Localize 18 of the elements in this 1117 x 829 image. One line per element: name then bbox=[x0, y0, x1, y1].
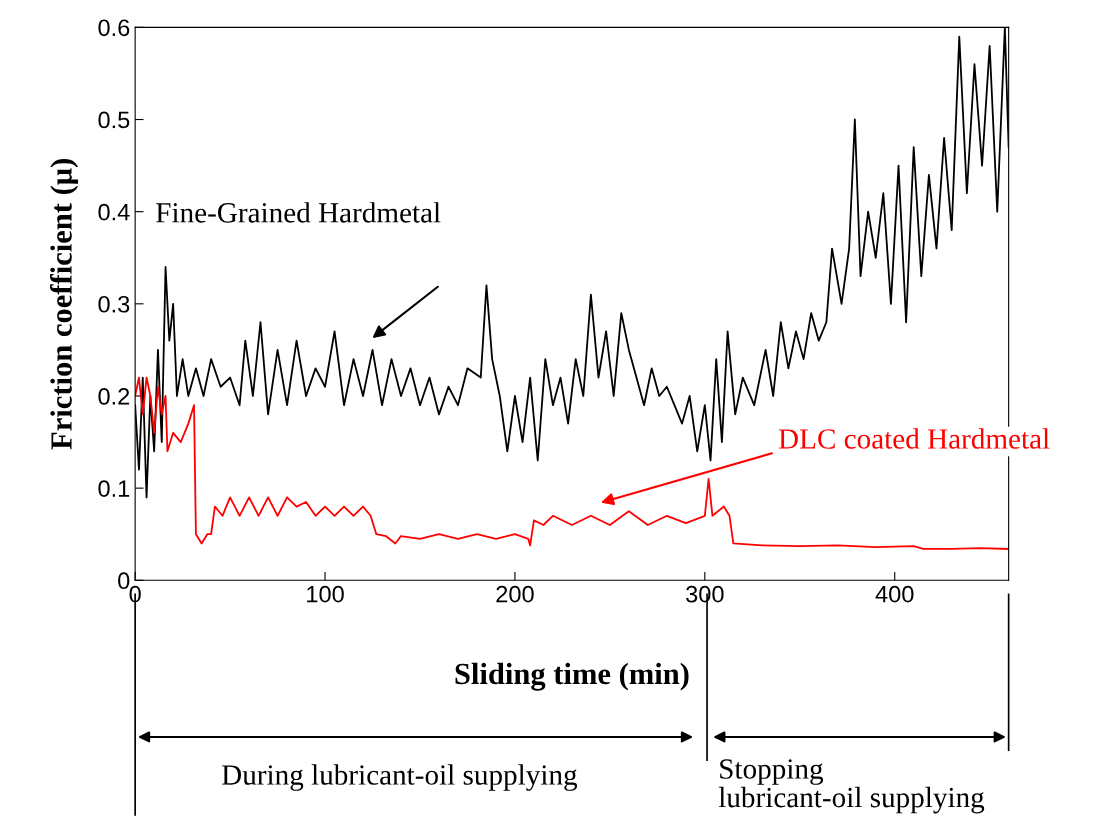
y-tick-label: 0.2 bbox=[98, 388, 130, 405]
y-tick-label: 0.4 bbox=[98, 203, 130, 221]
x-tick-label: 0 bbox=[129, 585, 141, 603]
y-axis-title: Friction coefficient (μ) bbox=[50, 159, 79, 450]
annotation: Fine-Grained Hardmetal bbox=[156, 202, 441, 223]
y-tick-label: 0.1 bbox=[98, 480, 130, 497]
x-tick-label: 100 bbox=[307, 585, 344, 603]
annotation: DLC coated Hardmetal bbox=[778, 428, 1050, 449]
x-axis-title: Sliding time (min) bbox=[455, 662, 689, 691]
x-tick-label: 300 bbox=[686, 585, 724, 603]
text: Stopping lubricant-oil supplying bbox=[718, 759, 985, 814]
y-tick-label: 0.6 bbox=[98, 19, 130, 37]
y-tick-label: 0.5 bbox=[98, 111, 130, 129]
x-tick-label: 400 bbox=[875, 585, 914, 603]
y-tick-label: 0 bbox=[118, 572, 130, 590]
y-tick-label: 0.3 bbox=[98, 295, 130, 313]
x-tick-label: 200 bbox=[496, 585, 534, 603]
text: During lubricant-oil supplying bbox=[222, 764, 578, 791]
